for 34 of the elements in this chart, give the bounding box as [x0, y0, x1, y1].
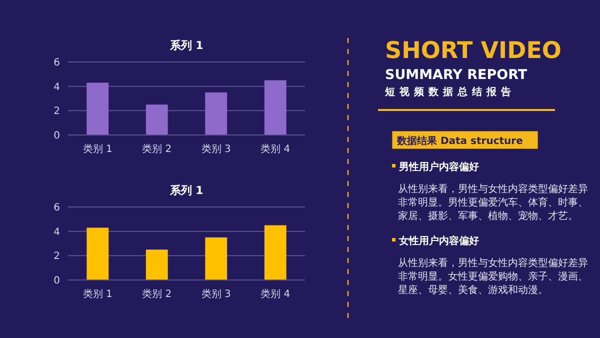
- bar: [86, 82, 109, 135]
- x-tick-label: 类别 4: [260, 143, 290, 155]
- text: SHORT VIDEO: [385, 38, 562, 64]
- x-tick-label: 类别 1: [82, 288, 112, 300]
- y-tick-label: 2: [54, 251, 60, 262]
- chart-title: 系列 1: [168, 39, 204, 52]
- x-tick-label: 类别 3: [201, 288, 231, 300]
- text: SUMMARY REPORT: [385, 67, 528, 83]
- x-tick-label: 类别 1: [82, 143, 112, 155]
- chart-title: 系列 1: [168, 184, 204, 197]
- bar: [205, 92, 228, 135]
- bar: [146, 104, 168, 135]
- text: 从性别来看，男性与女性内容类型偏好差异非常明显。男性更偏爱汽车、体育、时事、家居、摄影、军事、植物、宠物、才艺。: [398, 183, 588, 222]
- bar: [205, 237, 228, 280]
- bar: [86, 228, 109, 280]
- y-tick-label: 6: [54, 202, 60, 214]
- y-tick-label: 6: [54, 58, 60, 68]
- y-tick-label: 4: [54, 226, 60, 238]
- text: 数据结果 Data structure: [396, 135, 524, 147]
- text: 男性用户内容偏好: [398, 161, 479, 173]
- bar: [146, 250, 168, 280]
- y-tick-label: 0: [54, 130, 60, 142]
- x-tick-label: 类别 2: [142, 143, 172, 155]
- y-tick-label: 0: [54, 276, 60, 286]
- y-tick-label: 2: [54, 106, 60, 118]
- x-tick-label: 类别 2: [142, 288, 172, 300]
- x-tick-label: 类别 3: [201, 143, 231, 155]
- y-tick-label: 4: [54, 82, 60, 93]
- text: 女性用户内容偏好: [398, 235, 479, 247]
- bar: [264, 80, 286, 135]
- bar: [264, 225, 286, 280]
- text: 短视频数据总结报告: [384, 86, 516, 98]
- x-tick-label: 类别 4: [260, 288, 290, 300]
- text: 从性别来看，男性与女性内容类型偏好差异非常明显。女性更偏爱购物、亲子、漫画、星座、母婴、美食、游戏和动漫。: [398, 257, 588, 296]
